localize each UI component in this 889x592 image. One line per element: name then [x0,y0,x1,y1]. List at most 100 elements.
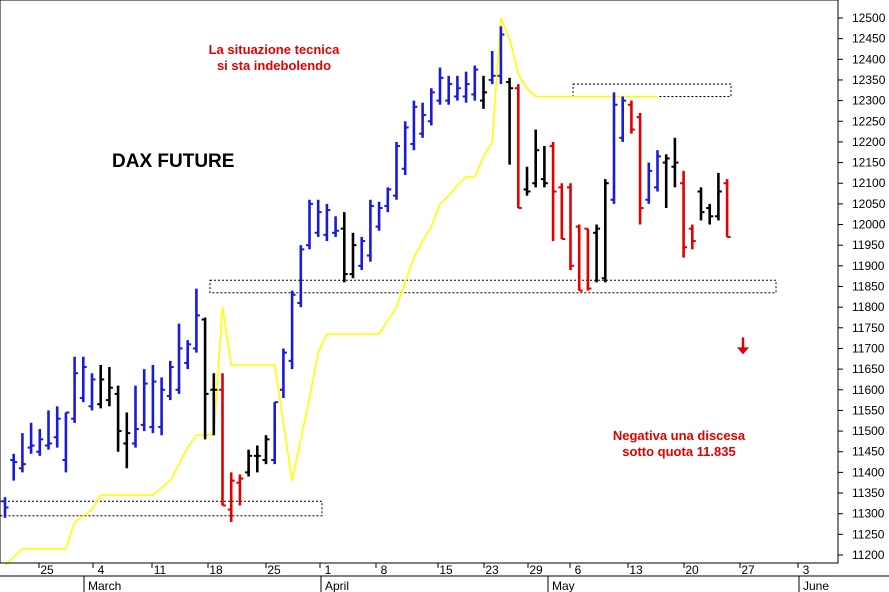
bar-44 [384,187,392,213]
bar-14 [123,412,131,469]
bar-2 [18,433,26,473]
bar-18 [158,377,166,436]
bar-5 [45,410,52,450]
bar-72 [627,100,635,134]
bar-19 [166,360,174,401]
y-tick-label: 11800 [852,300,885,314]
bar-8 [71,356,79,423]
bar-17 [149,364,157,434]
bar-62 [540,146,548,188]
y-tick-label: 11500 [852,424,885,438]
bar-42 [366,199,374,262]
y-tick-label: 11450 [852,445,885,459]
bar-37 [323,203,331,242]
bar-10 [88,373,96,411]
x-tick-label: 20 [685,563,699,577]
bar-65 [567,183,574,270]
bar-30 [262,435,270,465]
x-tick-label: 8 [381,563,388,577]
y-tick-label: 12350 [852,73,886,87]
bar-56 [488,51,496,85]
x-tick-label: 4 [98,563,105,577]
down-arrow-icon [737,347,749,355]
bar-6 [53,406,61,448]
x-tick-label: 11 [154,563,167,577]
chart-title: DAX FUTURE [112,151,235,172]
bar-26 [227,472,235,522]
month-label: March [88,579,121,592]
bar-11 [97,364,105,409]
bar-29 [253,445,261,473]
bar-23 [201,317,209,440]
bar-36 [314,199,322,237]
y-tick-label: 11600 [852,383,885,397]
bar-80 [697,187,705,221]
bar-9 [79,356,87,403]
x-tick-label: 23 [485,563,499,577]
bar-61 [532,129,540,188]
band-2 [572,83,732,97]
bar-28 [245,449,253,477]
bar-3 [27,422,35,454]
x-tick-label: 25 [40,563,54,577]
bar-51 [445,75,453,105]
bar-73 [636,113,644,225]
x-tick-label: 15 [439,563,453,577]
month-label: April [325,579,349,592]
bar-67 [584,227,592,291]
y-tick-label: 11350 [852,486,885,500]
markers-layer [737,337,749,355]
bar-71 [619,96,627,142]
bar-57 [497,26,505,85]
y-tick-label: 11900 [852,259,885,273]
bars-layer [1,26,731,522]
y-tick-label: 12250 [852,114,886,128]
y-tick-label: 12000 [852,218,886,232]
bar-81 [706,203,714,225]
bar-53 [462,71,470,103]
y-tick-label: 12450 [852,32,886,46]
bar-38 [332,216,340,237]
y-tick-label: 12100 [852,176,886,190]
bar-50 [436,67,444,105]
bar-13 [114,385,122,452]
y-tick-label: 11250 [852,527,885,541]
x-tick-label: 1 [325,563,332,577]
bar-59 [514,84,522,210]
bar-60 [523,166,531,196]
bar-47 [410,100,418,151]
bar-31 [271,401,279,465]
bar-66 [575,224,583,292]
bar-77 [671,137,679,188]
x-tick-label: 29 [529,563,543,577]
bar-52 [453,75,461,101]
x-tick-label: 18 [209,563,223,577]
annotation-breakdown: Negativa una discesa sotto quota 11.835 [612,428,746,459]
bar-49 [427,88,435,126]
bar-82 [714,172,722,221]
bar-40 [349,232,357,279]
y-tick-label: 11950 [852,238,885,252]
bar-79 [688,224,696,250]
y-tick-label: 12200 [852,135,886,149]
x-tick-label: 6 [575,563,582,577]
y-tick-label: 11750 [852,321,885,335]
band-1 [209,279,777,294]
bar-74 [645,162,653,204]
bar-22 [192,288,200,353]
bar-33 [288,290,296,370]
x-tick-label: 13 [629,563,643,577]
bar-20 [175,323,183,394]
bar-4 [36,429,44,456]
y-tick-label: 12150 [852,156,886,170]
annotation-weakening: La situazione tecnica si sta indebolendo [208,42,340,73]
bar-39 [340,212,348,283]
bar-1 [10,453,18,481]
bar-55 [480,75,487,109]
y-tick-label: 11700 [852,341,885,355]
trailing-stop-line [4,17,658,566]
y-tick-label: 12500 [852,11,886,25]
bar-21 [184,340,192,370]
